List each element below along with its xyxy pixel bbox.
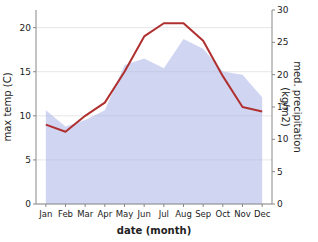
x-tick-label: Mar bbox=[77, 209, 94, 219]
x-tick bbox=[183, 204, 184, 207]
y2-tick bbox=[272, 74, 275, 75]
y-axis-label: max temp (C) bbox=[2, 72, 13, 141]
y2-tick bbox=[272, 107, 275, 108]
y-tick-label: 5 bbox=[25, 155, 31, 165]
y2-tick bbox=[272, 139, 275, 140]
y2-tick-label: 20 bbox=[277, 70, 289, 80]
x-tick-label: Jul bbox=[158, 209, 169, 219]
x-tick bbox=[85, 204, 86, 207]
y2-tick-label: 5 bbox=[277, 167, 283, 177]
y-tick bbox=[33, 27, 36, 28]
x-tick bbox=[222, 204, 223, 207]
y2-axis-label: med. precipitation(kg/m2) bbox=[280, 61, 303, 153]
y2-tick bbox=[272, 10, 275, 11]
x-tick-label: Nov bbox=[234, 209, 251, 219]
plot-area bbox=[46, 23, 262, 204]
x-tick bbox=[124, 204, 125, 207]
y2-axis-label-line: med. precipitation bbox=[292, 61, 303, 153]
temp-line bbox=[46, 23, 262, 131]
x-tick bbox=[45, 204, 46, 207]
y-tick bbox=[33, 159, 36, 160]
x-axis-line bbox=[36, 204, 272, 205]
x-tick-label: Jan bbox=[38, 209, 52, 219]
x-tick-label: Jun bbox=[137, 209, 151, 219]
y-tick bbox=[33, 115, 36, 116]
x-tick-label: Apr bbox=[97, 209, 112, 219]
grid-line bbox=[36, 27, 272, 28]
y-tick-label: 10 bbox=[20, 111, 32, 121]
x-tick-label: Aug bbox=[175, 209, 192, 219]
y2-tick bbox=[272, 171, 275, 172]
x-tick-label: May bbox=[116, 209, 134, 219]
y-axis-line bbox=[36, 10, 37, 204]
y2-tick-label: 30 bbox=[277, 5, 289, 15]
y2-tick bbox=[272, 204, 275, 205]
x-tick bbox=[203, 204, 204, 207]
y-tick-label: 0 bbox=[25, 199, 31, 209]
y-tick-label: 20 bbox=[20, 23, 32, 33]
y2-tick-label: 0 bbox=[277, 199, 283, 209]
chart: 05101520051015202530JanFebMarAprMayJunJu… bbox=[0, 0, 318, 242]
x-tick bbox=[163, 204, 164, 207]
x-tick bbox=[144, 204, 145, 207]
y-tick bbox=[33, 204, 36, 205]
y2-axis-label-line: (kg/m2) bbox=[280, 87, 291, 127]
y2-tick bbox=[272, 42, 275, 43]
x-tick bbox=[65, 204, 66, 207]
x-tick bbox=[242, 204, 243, 207]
x-tick bbox=[104, 204, 105, 207]
y2-tick-label: 10 bbox=[277, 134, 289, 144]
grid-line bbox=[36, 204, 272, 205]
x-tick-label: Oct bbox=[215, 209, 230, 219]
x-tick-label: Dec bbox=[254, 209, 271, 219]
y2-tick-label: 25 bbox=[277, 37, 288, 47]
y-tick-label: 15 bbox=[20, 67, 31, 77]
x-tick bbox=[262, 204, 263, 207]
x-tick-label: Feb bbox=[58, 209, 73, 219]
x-tick-label: Sep bbox=[195, 209, 211, 219]
y-tick bbox=[33, 71, 36, 72]
x-axis-label: date (month) bbox=[117, 225, 191, 236]
